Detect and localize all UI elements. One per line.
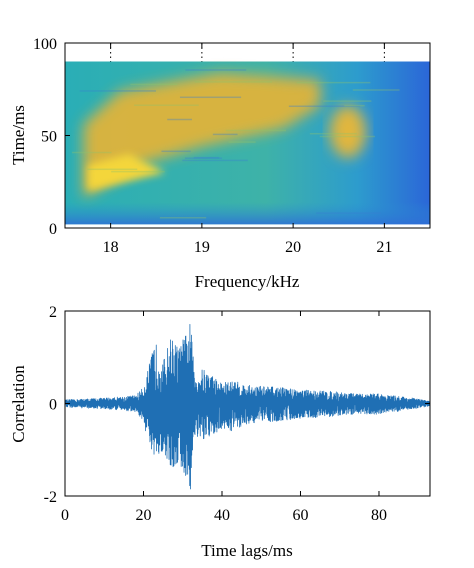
correlation-x-tick-label: 80 [371, 507, 387, 524]
correlation-ticks [64, 310, 430, 497]
spectrogram-texture-streak [344, 104, 365, 107]
correlation-plot-area [65, 323, 430, 490]
correlation-y-tick-label: 0 [49, 397, 57, 414]
spectrogram-texture-streak [185, 69, 247, 71]
spectrogram-texture-streak [167, 118, 192, 121]
correlation-y-tick-label: 2 [49, 304, 57, 321]
spectrogram-texture-streak [161, 150, 191, 153]
spectrogram-x-axis-title: Frequency/kHz [195, 272, 300, 291]
spectrogram-peak-core [87, 154, 166, 191]
correlation-x-axis-title: Time lags/ms [201, 541, 292, 560]
spectrogram-x-tick-label: 20 [285, 239, 301, 256]
spectrogram-texture-streak [212, 133, 238, 136]
correlation-x-tick-label: 60 [292, 507, 308, 524]
spectrogram-texture-streak [194, 81, 273, 83]
spectrogram-texture-streak [316, 212, 382, 214]
correlation-chart: 0 20 40 60 80 -202 Time lags/ms Correlation [9, 304, 431, 560]
spectrogram-texture-streak [159, 217, 207, 219]
spectrogram-low-band [65, 202, 430, 225]
correlation-y-tick-label: -2 [44, 489, 57, 506]
spectrogram-intensity-patch [329, 105, 366, 158]
spectrogram-texture-streak [319, 135, 375, 138]
spectrogram-texture-streak [130, 83, 178, 86]
spectrogram-y-axis-title: Time/ms [9, 105, 28, 165]
correlation-y-axis-title: Correlation [9, 365, 28, 443]
spectrogram-y-tick-label: 50 [41, 129, 57, 146]
spectrogram-texture-streak [179, 96, 242, 99]
correlation-series-line [65, 323, 430, 490]
spectrogram-y-tick-labels: 0 50 100 [33, 36, 57, 238]
spectrogram-texture-streak [134, 104, 199, 106]
spectrogram-intensity-band [83, 72, 321, 199]
correlation-x-tick-labels: 0 20 40 60 80 [61, 507, 387, 524]
spectrogram-x-tick-label: 21 [376, 239, 392, 256]
spectrogram-texture-streak [111, 170, 165, 173]
spectrogram-ticks [65, 42, 385, 229]
spectrogram-y-tick-label: 0 [49, 221, 57, 238]
spectrogram-texture-streak [309, 132, 357, 135]
spectrogram-chart: 18 19 20 21 0 50 100 Frequency/kHz Time/ms [9, 36, 431, 291]
spectrogram-y-tick-label: 100 [33, 36, 57, 53]
spectrogram-x-tick-label: 19 [194, 239, 210, 256]
spectrogram-texture-streak [79, 90, 156, 92]
spectrogram-texture-streak [296, 81, 371, 84]
spectrogram-texture-streak [87, 168, 138, 171]
correlation-x-tick-label: 40 [214, 507, 230, 524]
spectrogram-texture-streak [193, 156, 220, 159]
spectrogram-texture-streak [225, 129, 287, 132]
spectrogram-texture-streak [184, 157, 223, 159]
spectrogram-texture-streak [182, 159, 248, 162]
spectrogram-texture-streak [323, 100, 372, 102]
spectrogram-texture-streak [72, 151, 112, 154]
spectrogram-texture-streak [288, 105, 361, 108]
spectrogram-texture-streak [228, 141, 256, 143]
correlation-y-tick-labels: -2 0 2 [44, 304, 57, 506]
correlation-x-tick-label: 0 [61, 507, 69, 524]
correlation-x-tick-label: 20 [135, 507, 151, 524]
spectrogram-image [65, 61, 430, 225]
spectrogram-x-tick-labels: 18 19 20 21 [103, 239, 393, 256]
spectrogram-texture-streak [352, 89, 400, 91]
spectrogram-x-tick-label: 18 [103, 239, 119, 256]
